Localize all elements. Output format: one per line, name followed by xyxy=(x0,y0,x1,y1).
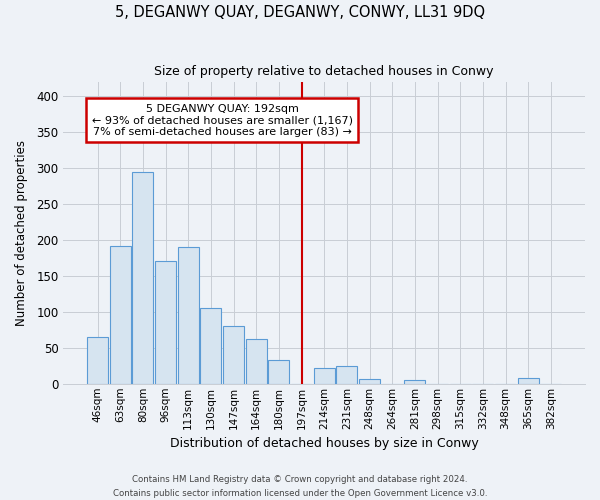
Bar xyxy=(110,246,131,384)
Bar xyxy=(359,378,380,384)
Y-axis label: Number of detached properties: Number of detached properties xyxy=(15,140,28,326)
Bar xyxy=(314,368,335,384)
Bar xyxy=(268,360,289,384)
Text: 5, DEGANWY QUAY, DEGANWY, CONWY, LL31 9DQ: 5, DEGANWY QUAY, DEGANWY, CONWY, LL31 9D… xyxy=(115,5,485,20)
Text: 5 DEGANWY QUAY: 192sqm
← 93% of detached houses are smaller (1,167)
7% of semi-d: 5 DEGANWY QUAY: 192sqm ← 93% of detached… xyxy=(92,104,353,136)
Bar xyxy=(518,378,539,384)
X-axis label: Distribution of detached houses by size in Conwy: Distribution of detached houses by size … xyxy=(170,437,479,450)
Bar xyxy=(178,247,199,384)
Bar xyxy=(223,326,244,384)
Title: Size of property relative to detached houses in Conwy: Size of property relative to detached ho… xyxy=(154,65,494,78)
Bar xyxy=(87,337,108,384)
Bar xyxy=(404,380,425,384)
Text: Contains HM Land Registry data © Crown copyright and database right 2024.
Contai: Contains HM Land Registry data © Crown c… xyxy=(113,476,487,498)
Bar xyxy=(337,366,358,384)
Bar xyxy=(155,261,176,384)
Bar xyxy=(133,172,154,384)
Bar xyxy=(200,308,221,384)
Bar xyxy=(246,339,266,384)
